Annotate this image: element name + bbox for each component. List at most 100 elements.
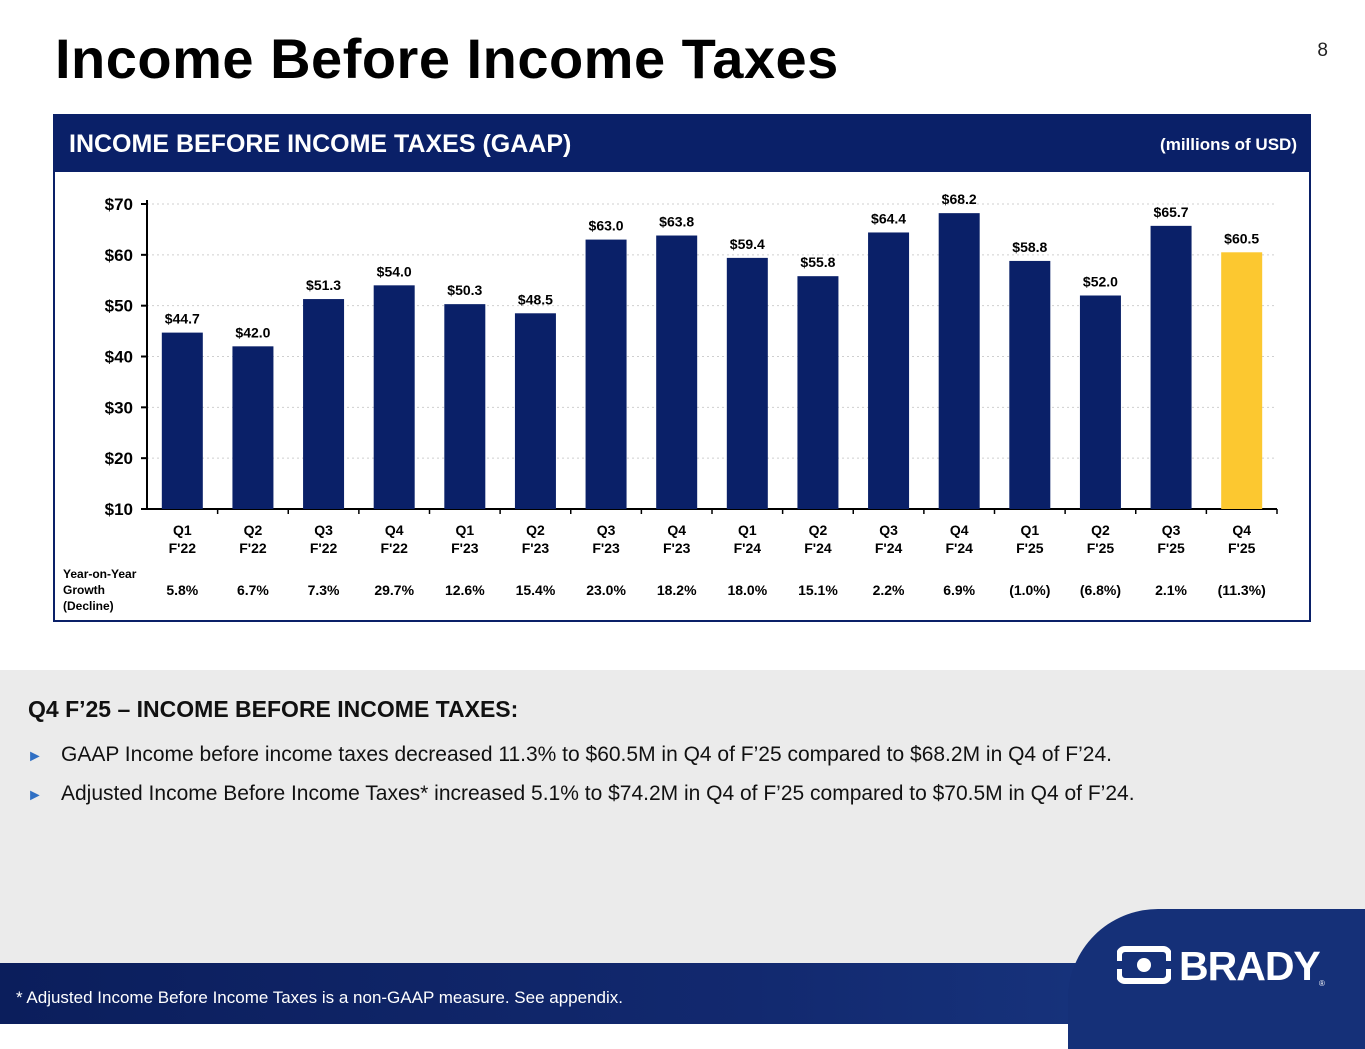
data-label: $52.0 [1083,274,1118,290]
x-tick-label: F'24 [945,540,973,556]
y-tick-label: $20 [105,449,133,468]
growth-value: 6.9% [943,582,975,598]
data-label: $59.4 [730,236,765,252]
x-tick-label: Q1 [173,522,192,538]
bar [797,276,839,509]
x-tick-label: F'25 [1087,540,1115,556]
data-label: $68.2 [942,191,977,207]
growth-value: 15.4% [516,582,556,598]
growth-row-label: Growth [63,583,105,597]
y-tick-label: $30 [105,398,133,417]
brady-logo-mark-icon [1116,946,1172,984]
bar [1009,260,1051,509]
growth-value: 29.7% [374,582,414,598]
x-tick-label: Q4 [385,522,404,538]
page-title: Income Before Income Taxes [55,27,839,90]
growth-value: 18.2% [657,582,697,598]
data-label: $58.8 [1012,239,1047,255]
data-label: $60.5 [1224,230,1259,246]
data-label: $42.0 [235,324,270,340]
x-tick-label: F'24 [804,540,832,556]
x-tick-label: F'22 [239,540,267,556]
growth-value: 7.3% [308,582,340,598]
x-tick-label: Q4 [1232,522,1251,538]
data-label: $48.5 [518,291,553,307]
bar [726,257,768,509]
summary-heading: Q4 F’25 – INCOME BEFORE INCOME TAXES: [28,696,519,722]
bar [868,232,910,509]
x-tick-label: Q3 [314,522,333,538]
growth-value: (11.3%) [1218,582,1266,598]
bar [1221,252,1263,509]
bar [656,235,698,509]
growth-value: 5.8% [166,582,198,598]
x-tick-label: F'25 [1228,540,1256,556]
growth-value: 2.1% [1155,582,1187,598]
data-label: $65.7 [1154,204,1189,220]
x-tick-label: F'25 [1016,540,1044,556]
summary-bullet-text: Adjusted Income Before Income Taxes* inc… [61,782,1135,805]
data-label: $63.0 [589,218,624,234]
x-tick-label: F'25 [1157,540,1185,556]
x-tick-label: F'23 [663,540,691,556]
x-tick-label: Q3 [597,522,616,538]
summary-bullet-text: GAAP Income before income taxes decrease… [61,743,1112,766]
x-tick-label: Q1 [455,522,474,538]
growth-value: 18.0% [727,582,767,598]
bar [1150,225,1192,509]
bullet-arrow-icon: ► [27,748,43,765]
x-tick-label: F'23 [451,540,479,556]
bar [514,313,556,509]
data-label: $63.8 [659,214,694,230]
brady-logo: BRADY ® [1116,943,1329,990]
growth-value: (6.8%) [1080,582,1121,598]
brady-logo-text: BRADY [1179,943,1321,989]
x-tick-label: F'22 [380,540,408,556]
y-tick-label: $50 [105,297,133,316]
bar [161,332,203,509]
bar [303,299,345,509]
bar [1079,295,1121,509]
chart-panel: INCOME BEFORE INCOME TAXES (GAAP) (milli… [53,114,1311,622]
registered-mark: ® [1319,979,1325,988]
growth-value: 12.6% [445,582,485,598]
data-label: $54.0 [377,263,412,279]
data-label: $55.8 [800,254,835,270]
growth-row-label: (Decline) [63,599,114,613]
bar [585,239,627,509]
growth-value: (1.0%) [1009,582,1050,598]
chart-unit-label: (millions of USD) [1160,135,1297,154]
x-tick-label: F'24 [875,540,903,556]
chart-header: INCOME BEFORE INCOME TAXES (GAAP) (milli… [55,116,1309,172]
y-tick-label: $70 [105,195,133,214]
y-tick-label: $60 [105,246,133,265]
bar-chart: $10 $20 $30 $40 $50 $60 $70 $44.7 Q1 F'22 5.8% $42.… [63,191,1278,613]
x-tick-label: Q3 [1162,522,1181,538]
bar [232,346,274,509]
x-tick-label: Q1 [738,522,757,538]
growth-value: 15.1% [798,582,838,598]
x-tick-label: Q1 [1020,522,1039,538]
growth-value: 6.7% [237,582,269,598]
growth-value: 2.2% [873,582,905,598]
y-tick-label: $10 [105,500,133,519]
data-label: $64.4 [871,210,906,226]
page-number: 8 [1317,40,1328,61]
y-tick-label: $40 [105,348,133,367]
x-tick-label: Q4 [667,522,686,538]
x-tick-label: F'23 [522,540,550,556]
growth-value: 23.0% [586,582,626,598]
x-tick-label: F'24 [734,540,762,556]
footnote: * Adjusted Income Before Income Taxes is… [16,988,624,1007]
data-label: $44.7 [165,311,200,327]
x-tick-label: F'22 [310,540,338,556]
x-tick-label: F'23 [592,540,620,556]
x-tick-label: F'22 [169,540,197,556]
x-tick-label: Q2 [1091,522,1110,538]
bar [373,285,415,509]
bar [938,213,980,509]
data-label: $51.3 [306,277,341,293]
bullet-arrow-icon: ► [27,787,43,804]
growth-row-label: Year-on-Year [63,567,137,581]
x-tick-label: Q2 [809,522,828,538]
